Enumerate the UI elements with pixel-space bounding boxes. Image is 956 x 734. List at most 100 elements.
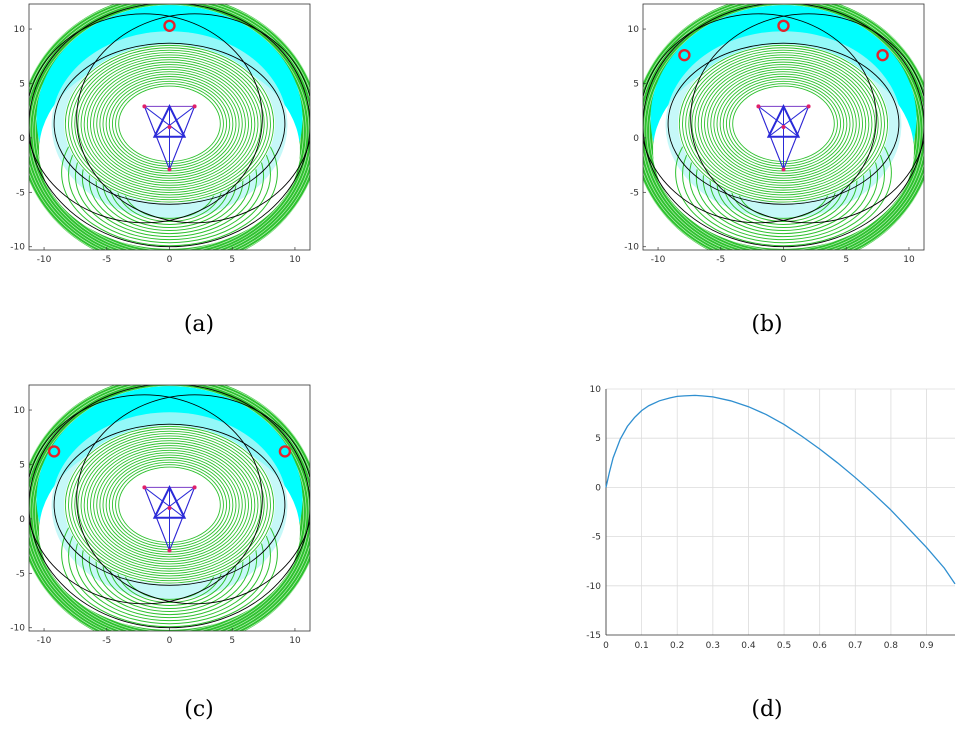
y-tick-label: 10 xyxy=(14,25,26,35)
y-tick-label: 0 xyxy=(633,134,639,144)
y-tick-label: 5 xyxy=(595,434,601,444)
vertex-point xyxy=(142,485,147,490)
triangle-edge xyxy=(144,105,185,138)
y-tick-label: -5 xyxy=(592,533,601,543)
contour-line xyxy=(77,435,262,574)
triangle-edge xyxy=(783,106,810,170)
plot-area xyxy=(29,385,310,631)
y-tick-label: 0 xyxy=(595,483,601,493)
contour-plot-svg: -10 -5 0 5 10 -10 -5 0 5 10 xyxy=(624,3,925,265)
x-tick-label: -5 xyxy=(102,255,111,265)
caption-b: (b) xyxy=(751,312,783,337)
y-tick-label: 10 xyxy=(14,406,26,416)
ellipse-outline xyxy=(643,4,924,248)
series-line xyxy=(605,394,956,585)
caption-c: (c) xyxy=(184,697,214,722)
x-tick-label: -10 xyxy=(37,636,52,646)
plot-area xyxy=(29,4,310,250)
y-tick-label: -5 xyxy=(16,569,25,579)
x-tick-label: -5 xyxy=(716,255,725,265)
y-tick-label: -15 xyxy=(586,631,601,641)
x-tick-label: 5 xyxy=(229,255,235,265)
contour-line xyxy=(64,425,275,584)
contour-line xyxy=(83,59,256,189)
y-tick-label: -10 xyxy=(10,243,25,253)
contour-plot-svg: -10 -5 0 5 10 -10 -5 0 5 10 xyxy=(10,3,311,265)
contour-line xyxy=(710,68,857,179)
contour-line xyxy=(86,442,253,567)
contour-line xyxy=(685,49,882,198)
ellipse-outline xyxy=(643,13,877,224)
contour-line xyxy=(74,52,265,196)
x-tick-label: 0.5 xyxy=(777,641,791,651)
contour-line xyxy=(64,44,275,203)
contour-line xyxy=(697,59,870,189)
x-tick-label: -10 xyxy=(651,255,666,265)
caption-a: (a) xyxy=(183,312,215,337)
x-tick-label: 0 xyxy=(603,641,609,651)
contour-line xyxy=(90,64,249,184)
y-tick-label: 0 xyxy=(19,515,25,525)
line-chart-svg: 0 0.1 0.2 0.3 0.4 0.5 0.6 0.7 0.8 0.9 -15 -10 -5 0 5 10 xyxy=(586,385,956,651)
vertex-point xyxy=(192,104,197,109)
contour-line xyxy=(643,4,924,250)
triangle-edge xyxy=(154,486,195,519)
contour-line xyxy=(77,54,262,193)
contour-line xyxy=(93,447,246,563)
ellipse-outline xyxy=(29,13,263,224)
contour-line xyxy=(86,61,253,186)
y-tick-label: 5 xyxy=(19,460,25,470)
triangle-edge xyxy=(169,106,196,170)
ellipse-outline xyxy=(29,394,263,605)
x-tick-label: 0.2 xyxy=(670,641,684,651)
x-tick-label: 5 xyxy=(229,636,235,646)
y-tick-label: -10 xyxy=(10,624,25,634)
vertex-point xyxy=(167,506,172,510)
contour-line xyxy=(102,73,237,174)
triangle-edge xyxy=(154,105,195,138)
marker-point xyxy=(876,48,889,62)
marker-point xyxy=(47,445,61,458)
ellipse-outline xyxy=(76,394,310,605)
y-tick-label: 5 xyxy=(633,79,639,89)
contour-line xyxy=(694,56,873,191)
contour-line xyxy=(682,47,885,201)
vertex-point xyxy=(167,167,172,172)
x-tick-label: 0 xyxy=(167,636,173,646)
plot-panel-d: 0 0.1 0.2 0.3 0.4 0.5 0.6 0.7 0.8 0.9 -15 -10 -5 0 5 10 xyxy=(570,381,956,651)
contour-line xyxy=(704,64,863,184)
contour-line xyxy=(96,68,243,179)
x-tick-label: 0.6 xyxy=(813,641,828,651)
vertex-point xyxy=(756,104,761,109)
contour-line xyxy=(700,61,867,186)
marker-point xyxy=(278,445,292,458)
contour-line xyxy=(99,452,240,558)
contour-line xyxy=(83,440,256,570)
ellipse-outline xyxy=(29,385,310,629)
marker-point xyxy=(777,19,790,32)
contour-line xyxy=(71,430,268,579)
contour-line xyxy=(678,44,889,203)
ellipse-outline xyxy=(53,423,286,586)
contour-line xyxy=(29,385,310,631)
contour-line xyxy=(71,49,268,198)
contour-line xyxy=(74,433,265,577)
x-tick-label: 0.4 xyxy=(741,641,756,651)
y-tick-label: 10 xyxy=(628,25,640,35)
contour-line xyxy=(90,445,249,565)
y-tick-label: -10 xyxy=(624,243,639,253)
contour-line xyxy=(80,56,259,191)
triangle-edge xyxy=(768,105,809,138)
x-tick-label: 10 xyxy=(289,636,301,646)
x-tick-label: 0.9 xyxy=(919,641,934,651)
marker-point xyxy=(678,48,691,62)
vertex-point xyxy=(167,125,172,129)
vertex-point xyxy=(806,104,811,109)
vertex-point xyxy=(781,125,786,129)
ellipse-outline xyxy=(76,13,310,224)
x-tick-label: 10 xyxy=(289,255,301,265)
triangle-edge xyxy=(144,486,185,519)
contour-line xyxy=(707,66,860,182)
y-tick-label: -10 xyxy=(586,582,601,592)
plot-panel-a: -10 -5 0 5 10 -10 -5 0 5 10 xyxy=(0,0,330,270)
